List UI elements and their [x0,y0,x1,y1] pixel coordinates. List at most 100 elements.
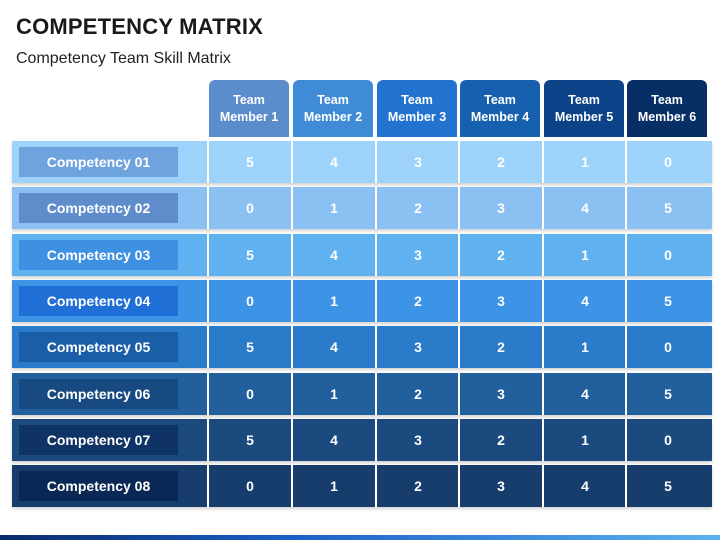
skill-score-cell: 3 [497,293,505,309]
column-divider [375,465,377,507]
competency-label: Competency 04 [19,286,178,316]
column-divider [458,326,460,368]
column-divider [458,280,460,322]
page-subtitle: Competency Team Skill Matrix [16,50,231,67]
column-header-line2: Member 4 [470,109,530,124]
column-header-line1: Team [568,92,600,107]
column-divider [625,373,627,415]
column-header-label: Team Member 4 [471,92,529,126]
column-divider [458,187,460,229]
column-divider [458,465,460,507]
column-header-label: Team Member 5 [555,92,613,126]
column-header-line1: Team [401,92,433,107]
column-divider [542,234,544,276]
column-divider [625,187,627,229]
column-header-line1: Team [317,92,349,107]
column-divider [375,419,377,461]
skill-score-cell: 4 [581,478,589,494]
column-divider [291,280,293,322]
column-header-team-member-3: Team Member 3 [377,80,457,137]
skill-score-cell: 0 [664,247,672,263]
skill-score-cell: 0 [246,478,254,494]
column-divider [375,187,377,229]
skill-score-cell: 4 [330,339,338,355]
competency-row: Competency 03 5 4 3 2 1 0 [12,234,712,276]
skill-score-cell: 3 [414,432,422,448]
column-header-team-member-1: Team Member 1 [209,80,289,137]
column-header-label: Team Member 3 [388,92,446,126]
column-header-label: Team Member 2 [304,92,362,126]
skill-score-cell: 5 [246,339,254,355]
skill-score-cell: 5 [664,200,672,216]
column-divider [458,141,460,183]
skill-score-cell: 3 [497,478,505,494]
column-divider [291,187,293,229]
skill-score-cell: 1 [581,247,589,263]
skill-score-cell: 2 [414,200,422,216]
competency-label: Competency 01 [19,147,178,177]
column-divider [625,326,627,368]
skill-score-cell: 4 [330,247,338,263]
skill-score-cell: 2 [414,293,422,309]
column-divider [542,280,544,322]
skill-score-cell: 5 [246,154,254,170]
column-divider [291,465,293,507]
competency-row: Competency 05 5 4 3 2 1 0 [12,326,712,368]
column-divider [625,141,627,183]
column-divider [542,141,544,183]
column-header-team-member-2: Team Member 2 [293,80,373,137]
column-divider [207,280,209,322]
competency-row: Competency 06 0 1 2 3 4 5 [12,373,712,415]
skill-score-cell: 2 [414,478,422,494]
column-divider [291,234,293,276]
skill-score-cell: 3 [414,339,422,355]
column-header-line2: Member 1 [219,109,279,124]
column-header-line2: Member 5 [554,109,614,124]
column-divider [375,141,377,183]
column-divider [207,234,209,276]
skill-score-cell: 1 [330,386,338,402]
competency-label: Competency 03 [19,240,178,270]
column-divider [458,419,460,461]
skill-score-cell: 3 [414,247,422,263]
column-divider [207,373,209,415]
skill-score-cell: 0 [246,200,254,216]
skill-score-cell: 1 [330,478,338,494]
competency-row: Competency 08 0 1 2 3 4 5 [12,465,712,507]
column-divider [375,326,377,368]
competency-row: Competency 04 0 1 2 3 4 5 [12,280,712,322]
skill-score-cell: 0 [664,432,672,448]
column-header-team-member-5: Team Member 5 [544,80,624,137]
column-divider [542,373,544,415]
column-header-team-member-6: Team Member 6 [627,80,707,137]
skill-score-cell: 0 [664,339,672,355]
competency-label: Competency 05 [19,332,178,362]
column-header-label: Team Member 6 [638,92,696,126]
column-header-team-member-4: Team Member 4 [460,80,540,137]
column-header-line2: Member 6 [637,109,697,124]
competency-label: Competency 07 [19,425,178,455]
skill-score-cell: 4 [330,432,338,448]
skill-score-cell: 5 [246,247,254,263]
column-header-line1: Team [233,92,265,107]
skill-score-cell: 4 [581,386,589,402]
competency-row: Competency 02 0 1 2 3 4 5 [12,187,712,229]
column-divider [375,280,377,322]
column-divider [375,234,377,276]
column-divider [625,280,627,322]
column-divider [542,419,544,461]
skill-score-cell: 2 [497,247,505,263]
skill-score-cell: 4 [581,293,589,309]
competency-label: Competency 02 [19,193,178,223]
column-divider [542,465,544,507]
bottom-accent-bar [0,535,720,540]
column-divider [458,373,460,415]
column-divider [625,419,627,461]
column-divider [625,234,627,276]
column-divider [458,234,460,276]
column-header-label: Team Member 1 [220,92,278,126]
skill-score-cell: 2 [414,386,422,402]
skill-score-cell: 4 [581,200,589,216]
skill-score-cell: 3 [497,386,505,402]
competency-label: Competency 08 [19,471,178,501]
